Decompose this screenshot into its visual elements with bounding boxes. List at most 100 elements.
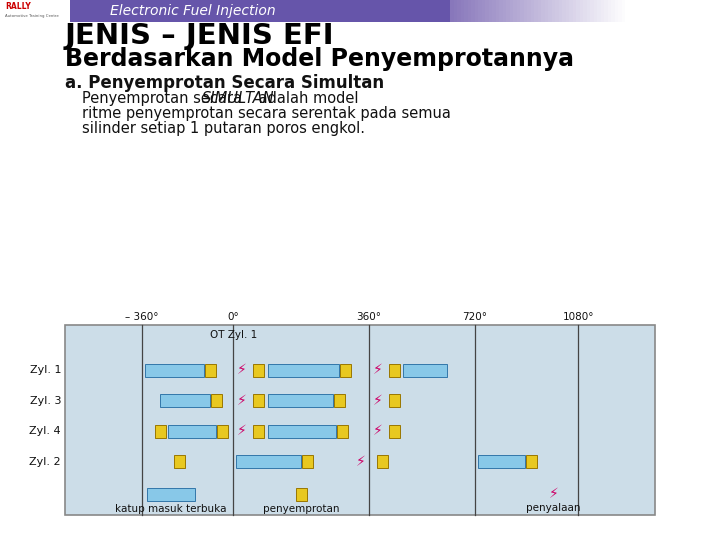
Bar xyxy=(688,0,691,22)
Text: penyalaan: penyalaan xyxy=(526,503,580,513)
Bar xyxy=(664,0,667,22)
Text: a. Penyemprotan Secara Simultan: a. Penyemprotan Secara Simultan xyxy=(65,74,384,92)
Bar xyxy=(506,0,510,22)
Bar xyxy=(377,455,388,468)
Bar xyxy=(478,455,524,468)
Bar xyxy=(488,0,492,22)
Bar xyxy=(495,0,499,22)
Bar xyxy=(523,0,527,22)
Bar xyxy=(649,0,653,22)
Bar xyxy=(583,0,587,22)
Bar xyxy=(464,0,467,22)
Text: 1080°: 1080° xyxy=(562,312,594,322)
Bar xyxy=(716,0,719,22)
Bar xyxy=(538,0,541,22)
Bar xyxy=(541,0,544,22)
Text: Zyl. 3: Zyl. 3 xyxy=(30,396,61,406)
Text: Penyemprotan secara: Penyemprotan secara xyxy=(82,91,247,106)
Bar xyxy=(706,0,709,22)
Bar xyxy=(450,0,454,22)
Bar xyxy=(660,0,664,22)
Bar xyxy=(555,0,559,22)
Text: 720°: 720° xyxy=(462,312,487,322)
Text: – 360°: – 360° xyxy=(125,312,158,322)
Bar xyxy=(611,0,614,22)
Bar xyxy=(691,0,695,22)
Text: adalah model: adalah model xyxy=(254,91,359,106)
Text: katup masuk terbuka: katup masuk terbuka xyxy=(115,504,227,514)
Text: ritme penyemprotan secara serentak pada semua: ritme penyemprotan secara serentak pada … xyxy=(82,106,451,121)
Bar xyxy=(474,0,478,22)
Bar xyxy=(268,425,336,438)
Bar xyxy=(174,455,185,468)
Bar xyxy=(482,0,485,22)
Bar xyxy=(302,455,313,468)
Bar xyxy=(632,0,636,22)
Text: silinder setiap 1 putaran poros engkol.: silinder setiap 1 putaran poros engkol. xyxy=(82,121,365,136)
Bar xyxy=(478,0,482,22)
Text: RALLY: RALLY xyxy=(5,2,31,11)
Text: ⚡: ⚡ xyxy=(549,487,558,501)
Bar xyxy=(576,0,580,22)
Bar xyxy=(562,0,565,22)
Bar xyxy=(604,0,608,22)
Bar xyxy=(471,0,474,22)
Bar xyxy=(168,425,216,438)
Bar xyxy=(334,394,346,407)
Bar xyxy=(503,0,506,22)
Bar xyxy=(295,488,307,501)
Bar xyxy=(695,0,698,22)
Text: ⚡: ⚡ xyxy=(238,424,247,438)
Text: ⚡: ⚡ xyxy=(373,424,383,438)
Bar xyxy=(389,394,400,407)
Text: ⚡: ⚡ xyxy=(356,455,366,469)
Bar xyxy=(340,364,351,377)
Bar xyxy=(552,0,555,22)
Text: ⚡: ⚡ xyxy=(238,394,247,408)
Bar xyxy=(403,364,447,377)
Bar xyxy=(485,0,488,22)
Bar xyxy=(454,0,457,22)
Text: Berdasarkan Model Penyemprotannya: Berdasarkan Model Penyemprotannya xyxy=(65,47,574,71)
Bar xyxy=(614,0,618,22)
Bar xyxy=(389,425,400,438)
Bar xyxy=(147,488,194,501)
Text: 0°: 0° xyxy=(228,312,239,322)
Bar xyxy=(205,364,216,377)
Bar xyxy=(657,0,660,22)
Bar xyxy=(670,0,674,22)
Text: Zyl. 1: Zyl. 1 xyxy=(30,365,61,375)
Text: 360°: 360° xyxy=(356,312,382,322)
Bar xyxy=(709,0,713,22)
Text: ⚡: ⚡ xyxy=(373,394,383,408)
Bar xyxy=(531,0,534,22)
Bar xyxy=(544,0,548,22)
Bar xyxy=(590,0,593,22)
Bar xyxy=(534,0,538,22)
Bar xyxy=(253,425,264,438)
Bar xyxy=(461,0,464,22)
Bar xyxy=(457,0,461,22)
Text: ⚡: ⚡ xyxy=(238,363,247,377)
Text: Zyl. 4: Zyl. 4 xyxy=(30,426,61,436)
Bar xyxy=(713,0,716,22)
Bar xyxy=(0,0,70,22)
Bar xyxy=(211,394,222,407)
Text: Electronic Fuel Injection: Electronic Fuel Injection xyxy=(110,4,276,18)
Bar xyxy=(674,0,678,22)
Bar xyxy=(593,0,597,22)
Bar xyxy=(572,0,576,22)
Bar xyxy=(527,0,531,22)
Bar xyxy=(618,0,621,22)
Bar xyxy=(217,425,228,438)
Bar xyxy=(160,394,210,407)
Bar xyxy=(65,325,655,515)
Bar xyxy=(608,0,611,22)
Bar xyxy=(516,0,520,22)
Bar xyxy=(253,394,264,407)
Text: ⚡: ⚡ xyxy=(373,363,383,377)
Text: JENIS – JENIS EFI: JENIS – JENIS EFI xyxy=(65,22,335,50)
Bar xyxy=(636,0,639,22)
Bar xyxy=(559,0,562,22)
Bar xyxy=(653,0,657,22)
